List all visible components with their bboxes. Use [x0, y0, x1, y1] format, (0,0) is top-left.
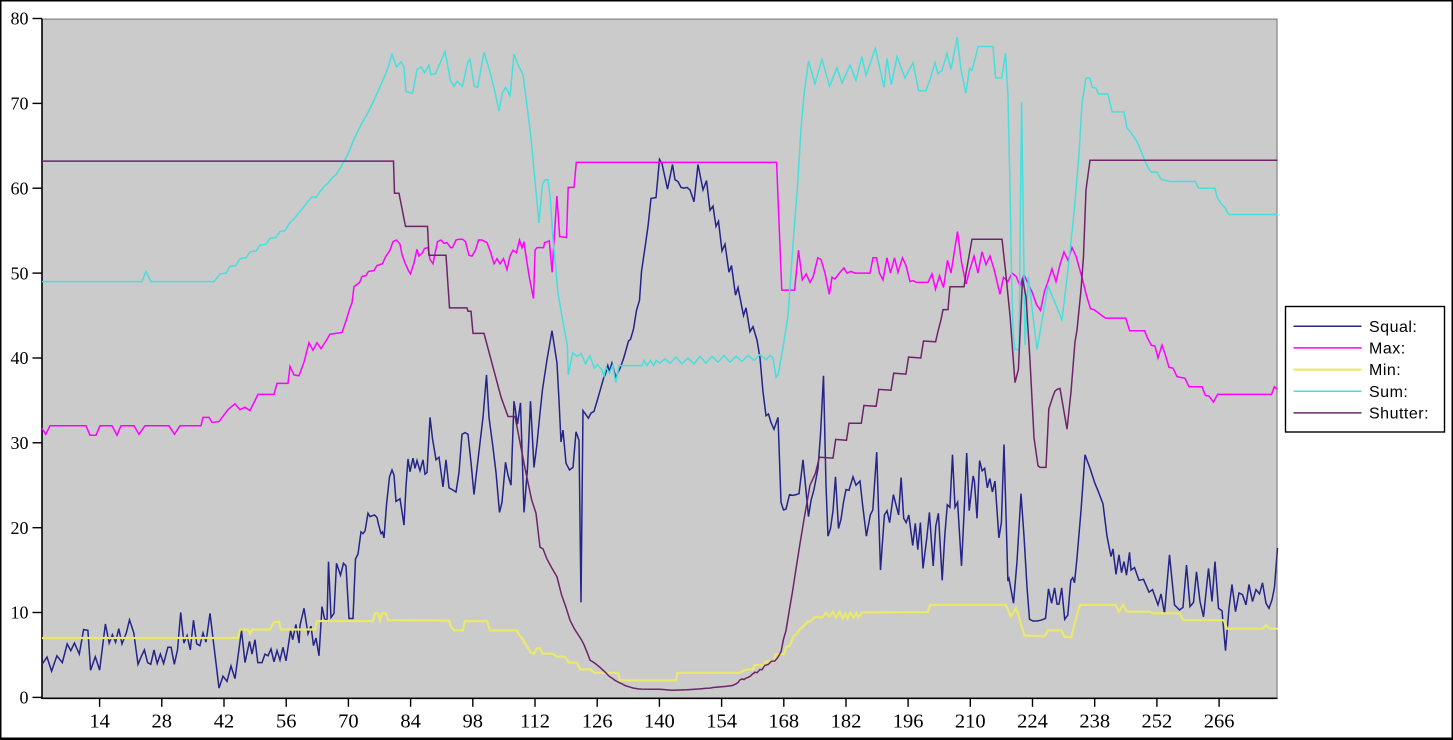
svg-text:80: 80 — [11, 9, 29, 29]
svg-text:154: 154 — [706, 711, 737, 733]
svg-text:0: 0 — [20, 688, 29, 708]
svg-text:56: 56 — [276, 711, 297, 733]
svg-text:210: 210 — [955, 711, 986, 733]
svg-text:Squal:: Squal: — [1369, 319, 1417, 336]
svg-text:50: 50 — [11, 263, 29, 283]
svg-text:60: 60 — [11, 178, 29, 198]
svg-text:196: 196 — [893, 711, 924, 733]
svg-text:252: 252 — [1142, 711, 1173, 733]
svg-text:70: 70 — [11, 94, 29, 114]
svg-text:140: 140 — [644, 711, 675, 733]
svg-text:40: 40 — [11, 348, 29, 368]
svg-text:Sum:: Sum: — [1369, 384, 1408, 401]
svg-text:168: 168 — [768, 711, 799, 733]
svg-text:10: 10 — [11, 603, 29, 623]
svg-text:Shutter:: Shutter: — [1369, 405, 1429, 422]
svg-text:Max:: Max: — [1369, 340, 1406, 357]
svg-text:84: 84 — [400, 711, 421, 733]
svg-text:266: 266 — [1204, 711, 1235, 733]
svg-text:126: 126 — [582, 711, 613, 733]
svg-text:30: 30 — [11, 433, 29, 453]
svg-text:224: 224 — [1017, 711, 1048, 733]
svg-text:182: 182 — [831, 711, 862, 733]
svg-text:70: 70 — [338, 711, 359, 733]
svg-text:112: 112 — [520, 711, 550, 733]
svg-text:238: 238 — [1079, 711, 1110, 733]
svg-text:28: 28 — [152, 711, 173, 733]
svg-text:Min:: Min: — [1369, 362, 1401, 379]
svg-text:98: 98 — [463, 711, 484, 733]
svg-text:42: 42 — [214, 711, 235, 733]
svg-text:20: 20 — [11, 518, 29, 538]
svg-text:14: 14 — [89, 711, 110, 733]
